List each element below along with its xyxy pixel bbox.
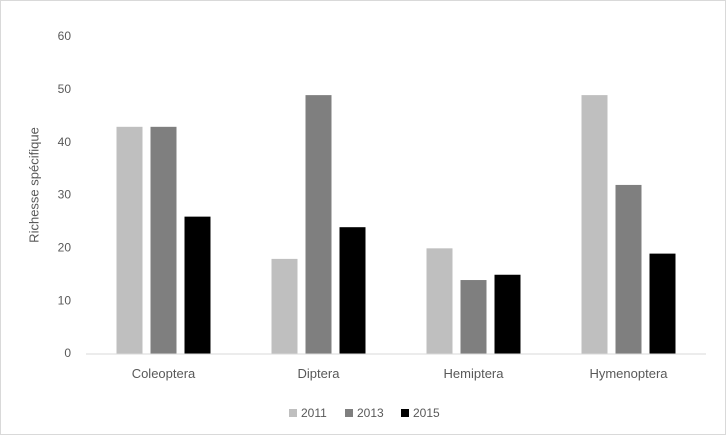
y-axis-label-group: Richesse spécifique	[26, 127, 41, 243]
bar-coleoptera-2013	[151, 127, 177, 354]
bar-coleoptera-2015	[185, 217, 211, 354]
y-tick-label: 30	[58, 188, 72, 202]
y-tick-label: 0	[64, 346, 71, 360]
x-tick-label: Diptera	[298, 366, 341, 381]
y-tick-label: 60	[58, 29, 72, 43]
bar-hemiptera-2015	[495, 275, 521, 354]
x-tick-label: Coleoptera	[132, 366, 196, 381]
bar-hemiptera-2011	[427, 248, 453, 354]
bar-coleoptera-2011	[117, 127, 143, 354]
x-tick-label: Hemiptera	[444, 366, 505, 381]
x-tick-label: Hymenoptera	[589, 366, 668, 381]
y-tick-label: 20	[58, 241, 72, 255]
bar-hymenoptera-2013	[616, 185, 642, 354]
legend-label-2013: 2013	[357, 406, 384, 420]
y-tick-label: 10	[58, 293, 72, 307]
legend-label-2015: 2015	[413, 406, 440, 420]
y-tick-label: 50	[58, 82, 72, 96]
y-axis-ticks: 0 10 20 30 40 50 60	[58, 29, 72, 360]
bar-hymenoptera-2015	[650, 254, 676, 354]
bar-diptera-2015	[340, 227, 366, 354]
bar-hemiptera-2013	[461, 280, 487, 354]
legend-swatch-2011	[289, 409, 297, 417]
legend: 2011 2013 2015	[289, 406, 440, 420]
legend-label-2011: 2011	[301, 406, 327, 420]
bars	[117, 95, 676, 354]
bar-diptera-2011	[272, 259, 298, 354]
y-axis-label: Richesse spécifique	[26, 127, 41, 243]
y-tick-label: 40	[58, 135, 72, 149]
x-axis-ticks: Coleoptera Diptera Hemiptera Hymenoptera	[132, 366, 669, 381]
legend-swatch-2015	[401, 409, 409, 417]
bar-diptera-2013	[306, 95, 332, 354]
bar-hymenoptera-2011	[582, 95, 608, 354]
legend-swatch-2013	[345, 409, 353, 417]
